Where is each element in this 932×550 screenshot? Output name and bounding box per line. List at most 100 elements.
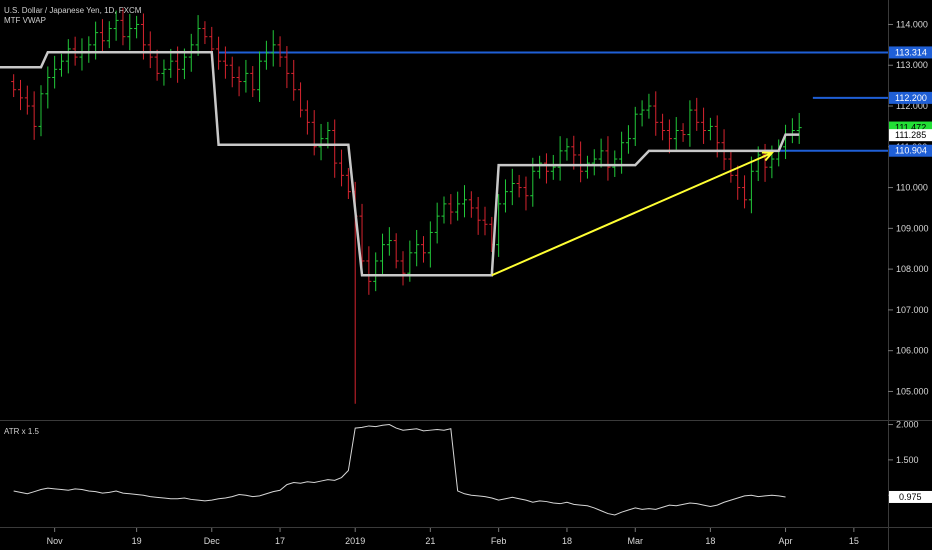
price-badge <box>889 46 932 59</box>
ohlc-bar <box>516 174 522 198</box>
ohlc-bar <box>755 146 761 182</box>
ohlc-bar <box>304 100 310 135</box>
time-tick-label: 2019 <box>345 536 365 546</box>
price-badge-label: 112.200 <box>895 93 927 103</box>
price-badge-label: 111.285 <box>895 130 926 140</box>
ohlc-bar <box>161 59 167 86</box>
ohlc-bar <box>99 19 105 52</box>
ohlc-bar <box>455 191 461 221</box>
price-badge <box>889 144 932 157</box>
ohlc-bar <box>181 48 187 80</box>
ohlc-bar <box>666 119 672 154</box>
price-tick-label: 109.000 <box>896 223 929 233</box>
atr-tick-label: 2.000 <box>896 420 919 430</box>
ohlc-bar <box>332 119 338 178</box>
ohlc-bar <box>345 168 351 199</box>
time-tick-label: 15 <box>849 536 859 546</box>
ohlc-bar <box>496 194 502 257</box>
time-tick-label: Dec <box>204 536 221 546</box>
ohlc-bar <box>400 251 406 286</box>
ohlc-bar <box>222 46 228 79</box>
price-tick-label: 107.000 <box>896 305 929 315</box>
ohlc-bar <box>598 138 604 168</box>
ohlc-bar <box>441 196 447 224</box>
ohlc-bar <box>578 141 584 183</box>
ohlc-bar <box>482 206 488 236</box>
ohlc-bar <box>106 21 112 49</box>
ohlc-bar <box>748 156 754 214</box>
ohlc-bar <box>216 36 222 70</box>
ohlc-bar <box>434 202 440 244</box>
ohlc-bar <box>523 176 529 211</box>
ohlc-bar <box>421 236 427 263</box>
ohlc-bar <box>202 21 208 45</box>
ohlc-bar <box>502 179 508 213</box>
ohlc-bar <box>461 185 467 218</box>
ohlc-bar <box>639 100 645 127</box>
ohlc-bar <box>564 138 570 161</box>
ohlc-bar <box>229 56 235 88</box>
price-badge <box>889 129 932 142</box>
ohlc-bar <box>113 10 119 41</box>
mtf-vwap-line <box>0 50 800 277</box>
ohlc-bar <box>11 74 17 98</box>
ohlc-bar <box>291 59 297 101</box>
ohlc-bar <box>728 151 734 183</box>
ohlc-bar <box>386 227 392 256</box>
ohlc-bar <box>38 85 44 137</box>
time-tick-label: 18 <box>705 536 715 546</box>
time-tick-label: 18 <box>562 536 572 546</box>
ohlc-bar <box>236 66 242 97</box>
ohlc-bar <box>120 8 126 46</box>
ohlc-bar <box>475 196 481 235</box>
ohlc-bar <box>537 155 543 179</box>
price-tick-label: 108.000 <box>896 264 929 274</box>
time-tick-label: Feb <box>491 536 507 546</box>
trend-arrow-line <box>491 151 773 277</box>
atr-value-badge <box>889 490 932 503</box>
ohlc-bar <box>625 125 631 154</box>
ohlc-bar <box>17 79 23 111</box>
ohlc-bar <box>298 82 304 118</box>
ohlc-bar <box>694 97 700 131</box>
time-tick-label: Apr <box>779 536 793 546</box>
price-tick-label: 105.000 <box>896 386 929 396</box>
ohlc-bar <box>742 175 748 209</box>
price-tick-label: 106.000 <box>896 346 929 356</box>
ohlc-bar <box>591 149 597 176</box>
ohlc-bar <box>154 49 160 81</box>
ohlc-bar <box>612 150 618 177</box>
ohlc-bar <box>557 136 563 181</box>
ohlc-bar <box>127 13 133 51</box>
ohlc-bar <box>147 31 153 69</box>
price-badge <box>889 91 932 104</box>
ohlc-bar <box>366 246 372 295</box>
ohlc-bar <box>543 153 549 184</box>
ohlc-bar <box>250 66 256 98</box>
ohlc-bar <box>660 113 666 141</box>
ohlc-bar <box>31 91 37 140</box>
trend-arrow-head <box>761 151 774 162</box>
atr-value-label: 0.975 <box>899 492 922 502</box>
ohlc-bar <box>311 110 317 156</box>
price-badge-label: 113.314 <box>895 47 927 57</box>
price-tick-label: 112.000 <box>896 101 928 111</box>
time-tick-label: Mar <box>628 536 644 546</box>
symbol-title: U.S. Dollar / Japanese Yen, 1D, FXCM <box>4 6 142 15</box>
ohlc-bar <box>393 233 399 269</box>
price-badge-label: 110.904 <box>895 146 927 156</box>
ohlc-bar <box>687 100 693 147</box>
ohlc-bar <box>414 229 420 267</box>
ohlc-bar <box>468 191 474 218</box>
ohlc-bar <box>52 55 58 89</box>
ohlc-bar <box>243 59 249 93</box>
ohlc-bar <box>735 165 741 200</box>
price-tick-label: 110.000 <box>896 183 928 193</box>
ohlc-bar <box>134 15 140 39</box>
ohlc-bar <box>605 136 611 181</box>
ohlc-bar <box>584 155 590 179</box>
ohlc-bar <box>195 15 201 56</box>
ohlc-bar <box>707 117 713 141</box>
ohlc-bar <box>58 53 64 77</box>
